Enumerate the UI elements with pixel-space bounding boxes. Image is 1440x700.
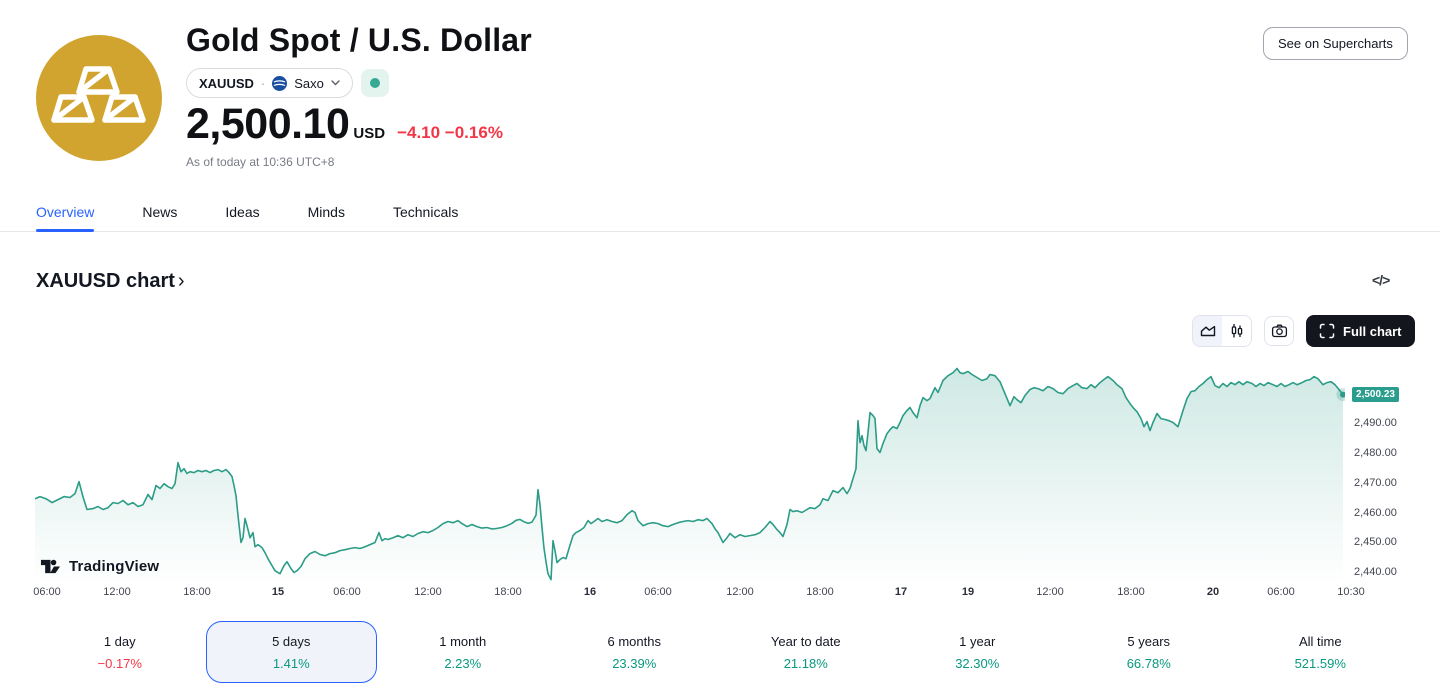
x-axis-label: 12:00 bbox=[726, 586, 754, 598]
exchange-saxo-icon bbox=[272, 75, 288, 91]
full-chart-label: Full chart bbox=[1343, 323, 1402, 339]
range-1-month[interactable]: 1 month 2.23% bbox=[439, 633, 487, 671]
x-axis-day-label: 19 bbox=[961, 586, 975, 598]
area-chart-icon bbox=[1200, 325, 1215, 337]
range-selector: 1 day −0.17% 5 days 1.41% 1 month 2.23% … bbox=[34, 621, 1406, 683]
x-axis-label: 06:00 bbox=[333, 586, 361, 598]
page-title: Gold Spot / U.S. Dollar bbox=[186, 22, 532, 58]
tab-overview[interactable]: Overview bbox=[36, 200, 95, 232]
y-axis-label: 2,460.00 bbox=[1354, 507, 1397, 519]
x-axis-label: 18:00 bbox=[494, 586, 522, 598]
range-1-year[interactable]: 1 year 32.30% bbox=[955, 633, 1000, 671]
exchange-label: Saxo bbox=[294, 75, 324, 91]
snapshot-button[interactable] bbox=[1264, 316, 1294, 346]
x-axis-label: 12:00 bbox=[414, 586, 442, 598]
range-year-to-date[interactable]: Year to date 21.18% bbox=[770, 633, 841, 671]
range-5-days[interactable]: 5 days 1.41% bbox=[205, 621, 377, 683]
x-axis-day-label: 20 bbox=[1206, 586, 1220, 598]
last-price-dot bbox=[1340, 391, 1345, 398]
y-axis-label: 2,450.00 bbox=[1354, 536, 1397, 548]
x-axis-label: 12:00 bbox=[1036, 586, 1064, 598]
y-axis-label: 2,470.00 bbox=[1354, 477, 1397, 489]
gold-logo-icon bbox=[36, 35, 162, 161]
tab-ideas[interactable]: Ideas bbox=[225, 204, 260, 220]
x-axis-label: 18:00 bbox=[183, 586, 211, 598]
see-on-supercharts-button[interactable]: See on Supercharts bbox=[1263, 27, 1408, 60]
x-axis-label: 18:00 bbox=[806, 586, 834, 598]
y-axis-label: 2,440.00 bbox=[1354, 566, 1397, 578]
candlestick-icon bbox=[1231, 324, 1242, 338]
price-row: 2,500.10 USD −4.10 −0.16% bbox=[186, 100, 503, 149]
camera-icon bbox=[1271, 324, 1287, 338]
as-of-timestamp: As of today at 10:36 UTC+8 bbox=[186, 155, 335, 169]
x-axis-day-label: 15 bbox=[271, 586, 285, 598]
x-axis: 06:00 12:00 18:00 15 06:00 12:00 18:00 1… bbox=[0, 586, 1440, 600]
currency-label: USD bbox=[353, 125, 386, 142]
full-chart-button[interactable]: Full chart bbox=[1306, 315, 1415, 347]
watermark-label: TradingView bbox=[69, 558, 160, 575]
range-all-time[interactable]: All time 521.59% bbox=[1294, 633, 1346, 671]
last-price: 2,500.10 bbox=[186, 100, 350, 148]
tradingview-watermark: TradingView bbox=[40, 556, 159, 577]
x-axis-label: 06:00 bbox=[33, 586, 61, 598]
chevron-right-icon: › bbox=[177, 270, 185, 292]
market-status-chip bbox=[360, 69, 389, 97]
chart-section-title-link[interactable]: XAUUSD chart › bbox=[36, 270, 185, 293]
symbol-switcher[interactable]: XAUUSD · Saxo bbox=[186, 68, 353, 98]
separator-dot: · bbox=[260, 75, 266, 91]
range-1-day[interactable]: 1 day −0.17% bbox=[97, 633, 142, 671]
chart-type-switcher bbox=[1192, 315, 1252, 347]
range-6-months[interactable]: 6 months 23.39% bbox=[607, 633, 661, 671]
y-axis-label: 2,490.00 bbox=[1354, 417, 1397, 429]
fullscreen-icon bbox=[1319, 323, 1335, 339]
x-axis-day-label: 16 bbox=[583, 586, 597, 598]
x-axis-label: 06:00 bbox=[644, 586, 672, 598]
code-embed-icon[interactable]: </> bbox=[1372, 272, 1390, 288]
chart-section-title: XAUUSD chart bbox=[36, 270, 175, 292]
range-5-years[interactable]: 5 years 66.78% bbox=[1126, 633, 1171, 671]
tab-technicals[interactable]: Technicals bbox=[392, 204, 459, 220]
x-axis-label: 10:30 bbox=[1337, 586, 1365, 598]
tab-bar: Overview News Ideas Minds Technicals bbox=[0, 200, 1440, 232]
area-fill bbox=[35, 368, 1343, 584]
tab-minds[interactable]: Minds bbox=[307, 204, 345, 220]
symbol-label: XAUUSD bbox=[199, 75, 254, 91]
x-axis-label: 12:00 bbox=[103, 586, 131, 598]
symbol-row: XAUUSD · Saxo bbox=[186, 68, 389, 98]
x-axis-day-label: 17 bbox=[894, 586, 908, 598]
price-line bbox=[35, 367, 1344, 581]
y-axis-label: 2,480.00 bbox=[1354, 447, 1397, 459]
x-axis-label: 06:00 bbox=[1267, 586, 1295, 598]
tradingview-logo-icon bbox=[40, 559, 61, 574]
market-open-dot bbox=[369, 78, 380, 88]
area-chart-button[interactable] bbox=[1193, 316, 1222, 346]
tab-news[interactable]: News bbox=[142, 204, 178, 220]
last-price-badge: 2,500.23 bbox=[1352, 387, 1399, 402]
chart-toolbar: Full chart bbox=[1192, 315, 1415, 347]
x-axis-label: 18:00 bbox=[1117, 586, 1145, 598]
price-area-chart[interactable] bbox=[35, 358, 1345, 584]
chevron-down-icon bbox=[331, 80, 340, 86]
candlestick-chart-button[interactable] bbox=[1222, 316, 1251, 346]
price-change: −4.10 −0.16% bbox=[397, 123, 503, 142]
